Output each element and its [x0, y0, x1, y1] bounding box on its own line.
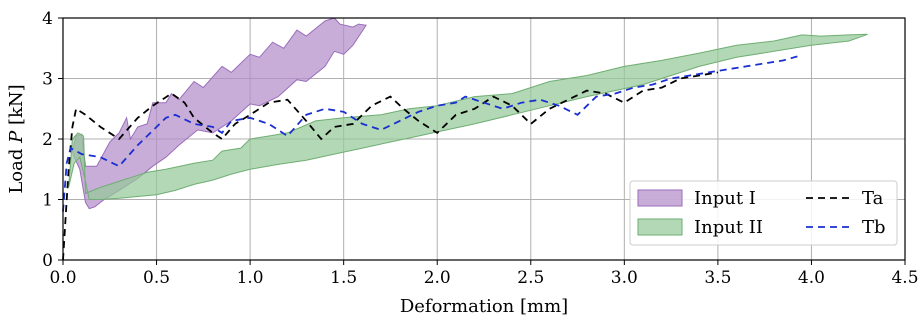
y-tick-label: 4: [42, 9, 53, 29]
y-axis-label-suffix: [kN]: [6, 84, 27, 130]
legend-box: [629, 180, 898, 246]
band-input-i: [71, 17, 367, 210]
x-tick-label: 3.0: [611, 268, 638, 288]
x-tick-label: 4.5: [891, 268, 918, 288]
legend-swatch-input-i: [637, 189, 683, 207]
x-tick-label: 4.0: [798, 268, 825, 288]
ticks: 0.0 0.5 1.0 1.5 2.0 2.5 3.0 3.5 4.0 4.5 0 1 2 3 4: [42, 9, 918, 288]
x-tick-label: 1.5: [330, 268, 357, 288]
lines: [62, 55, 799, 261]
x-tick-label: 3.5: [704, 268, 731, 288]
legend-label-input-i: Input I: [694, 188, 756, 209]
y-tick-label: 3: [42, 70, 53, 90]
legend-label-ta: Ta: [862, 188, 884, 209]
y-axis-label-var: P: [6, 130, 27, 144]
legend-label-input-ii: Input II: [694, 217, 763, 238]
y-tick-label: 0: [42, 251, 53, 271]
y-tick-label: 1: [42, 191, 53, 211]
series-line-ta: [62, 71, 719, 261]
y-axis-label-prefix: Load: [6, 143, 27, 194]
legend-label-tb: Tb: [862, 217, 886, 238]
x-tick-label: 0.0: [49, 268, 76, 288]
series-line-tb: [62, 55, 799, 212]
legend: Input I Input II Ta Tb: [629, 180, 898, 246]
x-tick-label: 2.0: [424, 268, 451, 288]
x-tick-label: 2.5: [517, 268, 544, 288]
y-axis-label: Load P [kN]: [6, 84, 27, 193]
bands: [68, 17, 868, 210]
band-input-ii: [68, 33, 868, 200]
legend-swatch-input-ii: [637, 218, 683, 236]
x-tick-label: 1.0: [237, 268, 264, 288]
y-tick-label: 2: [42, 130, 53, 150]
x-axis-label: Deformation [mm]: [400, 296, 568, 317]
x-tick-label: 0.5: [143, 268, 170, 288]
